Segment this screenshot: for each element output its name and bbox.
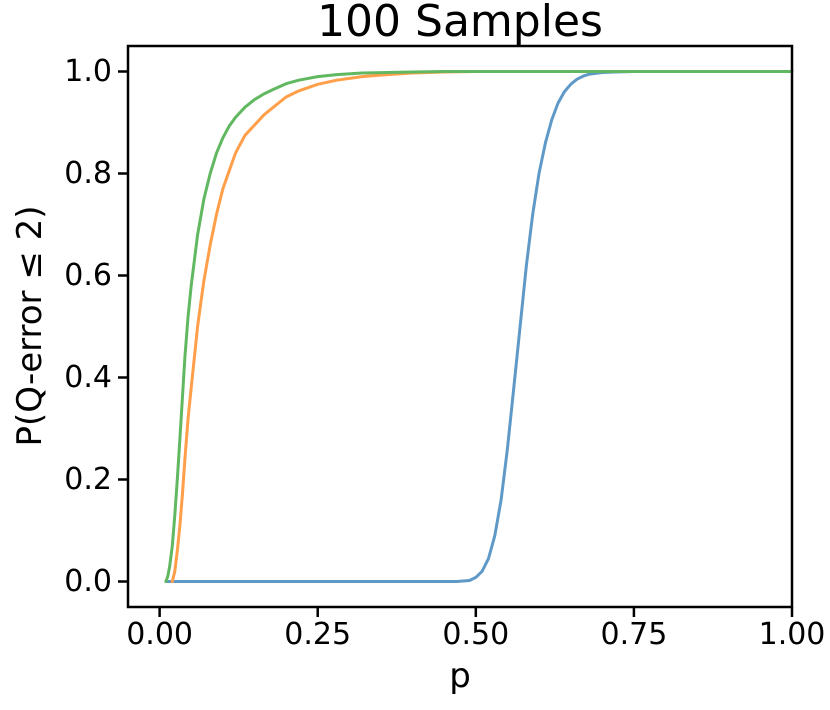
x-tick-label: 0.00 xyxy=(126,617,194,652)
series-orange xyxy=(170,70,794,583)
x-axis-label: p xyxy=(449,656,471,696)
x-tick-label: 0.50 xyxy=(442,617,510,652)
y-tick-label: 1.0 xyxy=(64,53,112,89)
y-tick-label: 0.8 xyxy=(64,155,112,191)
x-tick-label: 0.75 xyxy=(600,617,668,652)
y-axis-label: P(Q-error ≤ 2) xyxy=(10,205,50,447)
x-tick-label: 0.25 xyxy=(284,617,352,652)
y-tick-label: 0.0 xyxy=(64,563,112,599)
chart-title: 100 Samples xyxy=(317,0,603,47)
x-tick-label: 1.00 xyxy=(758,617,826,652)
plot-border xyxy=(126,44,794,609)
y-tick-label: 0.6 xyxy=(64,257,112,293)
series-green xyxy=(164,70,794,583)
y-tick-label: 0.4 xyxy=(64,359,112,395)
series-blue xyxy=(164,70,794,583)
y-tick-label: 0.2 xyxy=(64,461,112,497)
